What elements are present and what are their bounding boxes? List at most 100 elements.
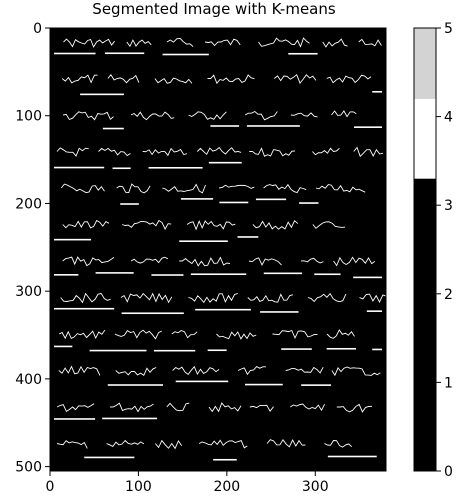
ruled-line-fragment — [207, 349, 227, 352]
ruled-line-fragment — [213, 458, 237, 461]
handwriting-word — [56, 440, 88, 449]
ruled-line-fragment — [288, 52, 318, 55]
handwriting-word — [162, 183, 206, 194]
handwriting-word — [107, 74, 140, 84]
handwriting-word — [274, 73, 317, 84]
ruled-line-fragment — [246, 125, 300, 127]
handwriting-word — [336, 403, 373, 413]
handwriting-word — [126, 39, 152, 48]
handwriting-word — [62, 256, 115, 267]
handwriting-word — [166, 402, 190, 412]
ruled-line-fragment — [353, 276, 382, 279]
handwriting-word — [61, 74, 98, 84]
ruled-line-fragment — [372, 348, 382, 351]
handwriting-word — [272, 329, 318, 339]
y-tick-label: 500 — [15, 460, 42, 476]
ruled-line-fragment — [372, 90, 382, 93]
handwriting-word — [110, 402, 154, 413]
handwriting-word — [130, 256, 169, 264]
handwriting-word — [252, 219, 299, 230]
ruled-line-fragment — [255, 198, 287, 201]
handwriting-word — [58, 365, 101, 376]
handwriting-word — [249, 147, 295, 157]
handwriting-word — [331, 110, 357, 118]
handwriting-word — [333, 256, 376, 267]
handwriting-word — [188, 293, 238, 304]
ruled-line-fragment — [245, 383, 283, 386]
handwriting-word — [331, 366, 381, 377]
colorbar-tick-label: 2 — [444, 287, 453, 303]
handwriting-word — [154, 439, 183, 450]
ruled-line-fragment — [102, 127, 124, 130]
handwriting-word — [301, 257, 324, 264]
handwriting-word — [290, 112, 318, 118]
handwriting-word — [315, 184, 366, 193]
handwriting-word — [120, 292, 173, 304]
ruled-line-fragment — [153, 349, 196, 352]
y-tick-label: 200 — [15, 196, 42, 212]
handwriting-word — [326, 329, 355, 339]
ruled-line-fragment — [354, 126, 382, 128]
handwriting-word — [324, 440, 353, 448]
ruled-line-fragment — [95, 272, 134, 274]
ruled-line-fragment — [84, 456, 135, 459]
colorbar-frame — [413, 27, 437, 472]
handwriting-word — [60, 292, 111, 304]
x-tick-label: 0 — [46, 479, 55, 495]
chart-title: Segmented Image with K-means — [92, 0, 336, 18]
text-strokes — [54, 37, 387, 461]
image-frame — [49, 27, 387, 472]
handwriting-word — [358, 38, 382, 47]
ruled-line-fragment — [104, 52, 145, 55]
ruled-line-fragment — [162, 53, 209, 56]
y-tick-label: 400 — [15, 372, 42, 388]
ruled-line-fragment — [89, 349, 147, 352]
handwriting-word — [353, 146, 384, 158]
ruled-line-fragment — [107, 384, 163, 386]
ruled-line-fragment — [301, 384, 332, 386]
handwriting-word — [116, 183, 151, 194]
ruled-line-fragment — [54, 238, 92, 241]
handwriting-word — [247, 293, 293, 303]
ruled-line-fragment — [195, 308, 251, 311]
ruled-line-fragment — [54, 345, 73, 348]
y-tick-label: 300 — [15, 284, 42, 300]
ruled-line-fragment — [120, 203, 139, 205]
ruled-line-fragment — [237, 236, 259, 238]
handwriting-word — [359, 293, 387, 304]
handwriting-word — [263, 183, 307, 194]
handwriting-word — [171, 329, 198, 339]
handwriting-word — [172, 365, 220, 376]
handwriting-word — [130, 111, 175, 121]
handwriting-word — [248, 257, 282, 266]
handwriting-word — [114, 329, 163, 340]
image-background — [50, 28, 386, 471]
ruled-line-fragment — [54, 52, 96, 55]
handwriting-word — [122, 219, 172, 230]
handwriting-word — [207, 74, 255, 85]
handwriting-word — [322, 38, 348, 48]
ruled-line-fragment — [54, 166, 105, 169]
handwriting-word — [60, 183, 105, 194]
handwriting-word — [285, 366, 324, 374]
ruled-line-fragment — [54, 307, 115, 310]
handwriting-word — [56, 147, 89, 157]
handwriting-word — [106, 439, 145, 447]
ruled-line-fragment — [121, 312, 184, 315]
ruled-line-fragment — [327, 455, 377, 458]
y-tick-label: 100 — [15, 109, 42, 125]
colorbar-segment — [414, 178, 436, 471]
handwriting-word — [266, 438, 306, 448]
y-tick-label: 0 — [33, 21, 42, 37]
handwriting-word — [326, 74, 372, 84]
ruled-line-fragment — [54, 274, 79, 276]
colorbar-tick-label: 0 — [444, 464, 453, 480]
handwriting-word — [188, 111, 227, 120]
handwriting-word — [258, 37, 310, 48]
handwriting-word — [244, 110, 278, 121]
ruled-line-fragment — [314, 273, 341, 276]
handwriting-word — [186, 220, 236, 231]
ruled-line-fragment — [151, 274, 184, 276]
ruled-line-fragment — [148, 166, 203, 169]
ruled-line-fragment — [326, 347, 357, 350]
